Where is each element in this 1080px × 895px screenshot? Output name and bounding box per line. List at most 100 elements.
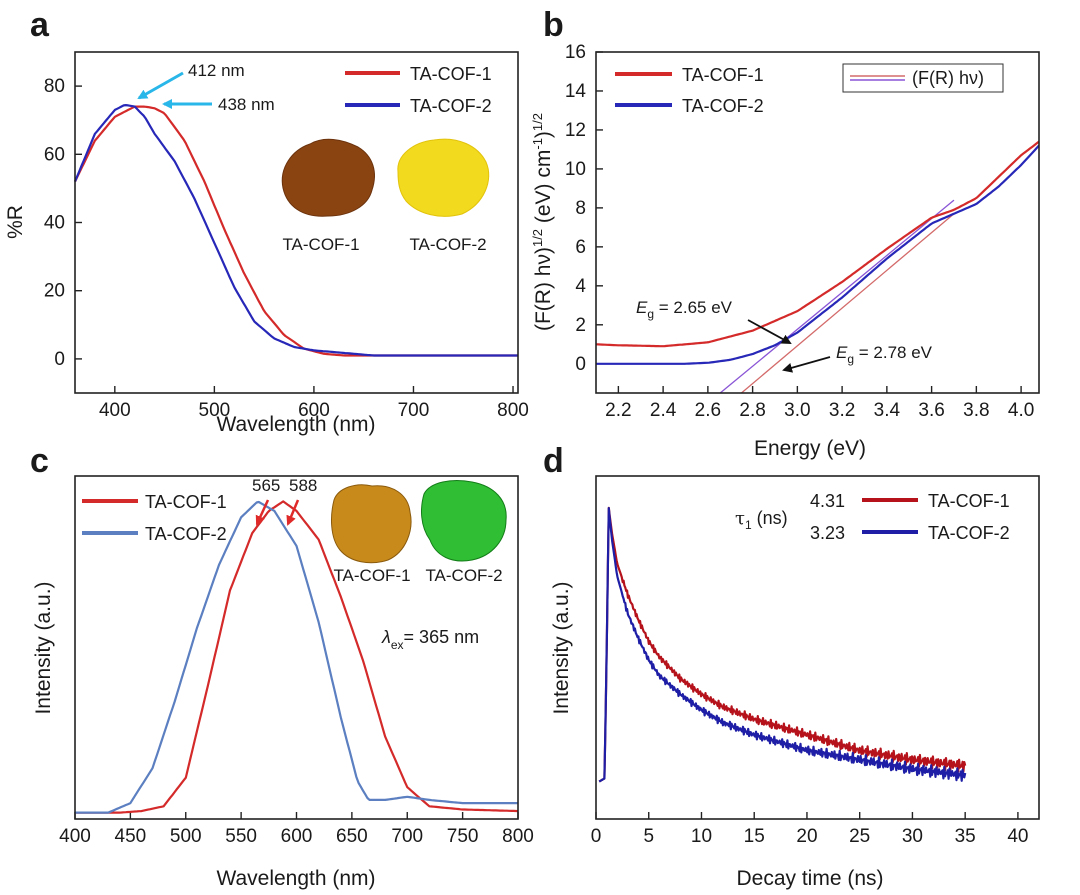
- legend-label-ta-cof-1: TA-COF-1: [410, 64, 492, 84]
- tau-value-ta-cof-1: 4.31: [810, 491, 845, 511]
- tauc-fit-line-2: [719, 199, 955, 393]
- powder-label-ta-cof-2: TA-COF-2: [409, 235, 486, 254]
- panel-d: 0 5 10 15 20 25 30 35 40 Decay time (ns) Intensi…: [550, 475, 1040, 890]
- y-tick-label: 12: [565, 120, 586, 141]
- panel-c: 400 450 500 550 600 650 700 750 800 Wavelength (…: [32, 475, 534, 890]
- y-tick-label: 40: [44, 213, 65, 234]
- photo-label-ta-cof-1: TA-COF-1: [333, 566, 410, 585]
- panel-label-a: a: [30, 6, 50, 44]
- x-tick-label: 2.2: [605, 400, 631, 421]
- x-tick-label: 750: [447, 826, 479, 847]
- x-tick-label: 35: [955, 826, 976, 847]
- x-tick-label: 3.8: [963, 400, 989, 421]
- fit-legend-label: (F(R) hν): [912, 68, 984, 88]
- fit-legend-box: [842, 63, 1004, 93]
- x-tick-label: 5: [643, 826, 654, 847]
- x-tick-label: 2.8: [739, 400, 765, 421]
- powder-photo-ta-cof-1: [281, 138, 375, 217]
- panel-c-series: [75, 500, 519, 814]
- fluorescence-photo-ta-cof-1: [331, 484, 412, 564]
- x-tick-label: 2.6: [695, 400, 721, 421]
- panel-a-xlabel: Wavelength (nm): [216, 413, 375, 436]
- arrow-412nm: [137, 71, 184, 100]
- annotation-438nm: 438 nm: [218, 95, 275, 114]
- tau-label: τ1 (ns): [735, 508, 788, 532]
- panel-b-xlabel: Energy (eV): [754, 437, 866, 460]
- panel-c-ylabel: Intensity (a.u.): [32, 581, 55, 714]
- legend-label-ta-cof-2: TA-COF-2: [145, 524, 227, 544]
- panel-a-xticks: 400 500 600 700 800: [99, 386, 529, 421]
- panel-b-xticks: 2.2 2.4 2.6 2.8 3.0 3.2 3.4 3.6 3.8 4.0: [605, 386, 1034, 421]
- tauc-fit-line-1: [741, 213, 955, 393]
- x-tick-label: 400: [59, 826, 91, 847]
- panel-a-ylabel: %R: [4, 205, 27, 239]
- eg-arrow-2-65: [747, 319, 792, 344]
- x-tick-label: 0: [591, 826, 602, 847]
- legend-label-ta-cof-2: TA-COF-2: [682, 96, 764, 116]
- panel-label-c: c: [30, 442, 49, 480]
- x-tick-label: 800: [502, 826, 534, 847]
- series-line-ta-cof-2: [73, 104, 518, 357]
- panel-a-yticks: 0 20 40 60 80: [44, 76, 82, 370]
- panel-d-series: [598, 506, 967, 783]
- y-tick-label: 2: [575, 315, 586, 336]
- panel-a-frame: [74, 51, 519, 394]
- panel-d-xticks: 0 5 10 15 20 25 30 35 40: [591, 812, 1028, 847]
- panel-b-series: [596, 140, 1039, 365]
- x-tick-label: 650: [336, 826, 368, 847]
- powder-photo-ta-cof-2: [397, 138, 490, 217]
- powder-label-ta-cof-1: TA-COF-1: [282, 235, 359, 254]
- y-tick-label: 14: [565, 81, 587, 102]
- panel-a: 400 500 600 700 800 0 20 40 60 80 Wavelength (nm…: [4, 51, 529, 436]
- x-tick-label: 500: [170, 826, 202, 847]
- legend-label-ta-cof-2: TA-COF-2: [928, 523, 1010, 543]
- x-tick-label: 700: [398, 400, 430, 421]
- fluorescence-photo-ta-cof-2: [421, 480, 507, 562]
- y-tick-label: 0: [54, 349, 65, 370]
- x-tick-label: 3.0: [784, 400, 810, 421]
- x-tick-label: 10: [691, 826, 712, 847]
- x-tick-label: 600: [298, 400, 330, 421]
- x-tick-label: 600: [281, 826, 313, 847]
- series-line-ta-cof-2: [75, 500, 518, 814]
- legend-label-ta-cof-1: TA-COF-1: [682, 65, 764, 85]
- y-tick-label: 4: [575, 276, 586, 297]
- x-tick-label: 25: [849, 826, 870, 847]
- panel-d-frame: [595, 475, 1040, 820]
- series-line-ta-cof-2: [596, 144, 1039, 365]
- y-tick-label: 80: [44, 76, 65, 97]
- x-tick-label: 450: [115, 826, 147, 847]
- panel-c-frame: [74, 475, 519, 820]
- panel-b-ylabel: (F(R) hν)1/2 (eV) cm-1)1/2: [530, 113, 555, 331]
- panel-d-xlabel: Decay time (ns): [736, 867, 883, 890]
- peak-arrow-588: [286, 499, 300, 526]
- x-tick-label: 800: [497, 400, 529, 421]
- x-tick-label: 500: [199, 400, 231, 421]
- series-line-ta-cof-1: [596, 140, 1039, 348]
- series-line-ta-cof-1: [75, 500, 519, 814]
- x-tick-label: 2.4: [650, 400, 677, 421]
- legend-label-ta-cof-2: TA-COF-2: [410, 96, 492, 116]
- y-tick-label: 60: [44, 144, 65, 165]
- peak-label-588: 588: [289, 476, 317, 495]
- y-tick-label: 0: [575, 354, 586, 375]
- panel-label-b: b: [543, 6, 564, 44]
- y-tick-label: 10: [565, 159, 586, 180]
- y-tick-label: 8: [575, 198, 586, 219]
- excitation-annotation: λex= 365 nm: [381, 627, 479, 652]
- x-tick-label: 15: [744, 826, 765, 847]
- legend-label-ta-cof-1: TA-COF-1: [145, 492, 227, 512]
- tau-value-ta-cof-2: 3.23: [810, 523, 845, 543]
- y-tick-label: 6: [575, 237, 586, 258]
- legend-label-ta-cof-1: TA-COF-1: [928, 491, 1010, 511]
- panel-label-d: d: [543, 442, 564, 480]
- x-tick-label: 700: [391, 826, 423, 847]
- x-tick-label: 4.0: [1008, 400, 1034, 421]
- panel-b: 2.2 2.4 2.6 2.8 3.0 3.2 3.4 3.6 3.8 4.0 0 2 4 6 8 10 12…: [530, 42, 1040, 460]
- x-tick-label: 550: [225, 826, 257, 847]
- x-tick-label: 3.6: [918, 400, 944, 421]
- series-line-ta-cof-1: [598, 506, 967, 783]
- panel-a-series: [73, 104, 518, 357]
- panel-c-xlabel: Wavelength (nm): [216, 867, 375, 890]
